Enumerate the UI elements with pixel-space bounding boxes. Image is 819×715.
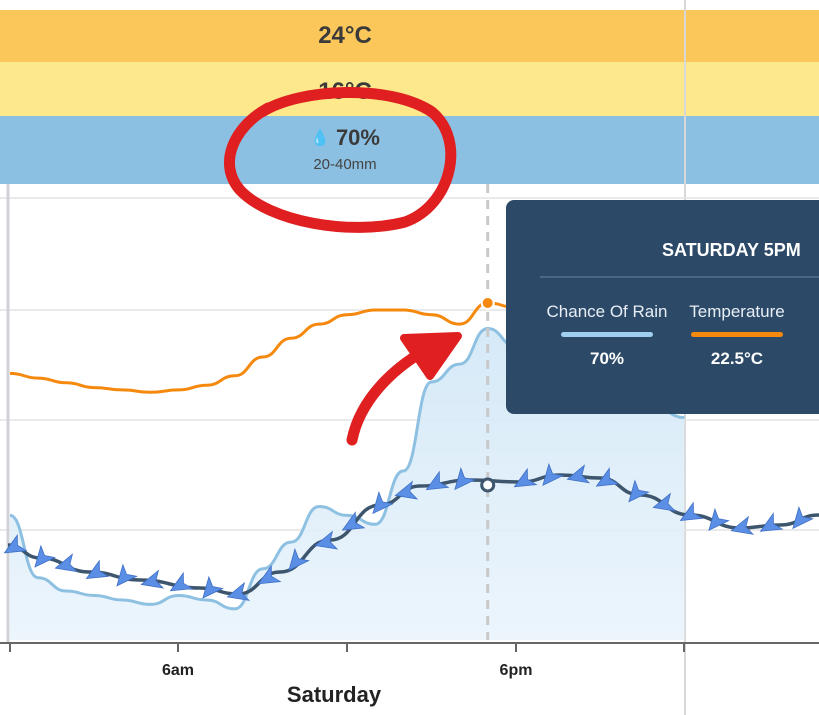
wind-direction-arrow [425, 470, 450, 491]
tooltip-rain-column: Chance Of Rain 70% [542, 302, 672, 369]
wind-direction-arrow [169, 571, 194, 592]
wind-direction-arrow [542, 462, 564, 486]
rain-chance-value: 💧 70% [0, 125, 690, 151]
wind-direction-arrow [257, 564, 282, 585]
annotation-circle [224, 87, 457, 233]
tooltip-temp-value: 22.5°C [710, 349, 764, 368]
wind-direction-arrow [708, 507, 730, 531]
wind-direction-arrow [288, 547, 310, 571]
wind-direction-arrow [3, 533, 28, 554]
tooltip-temp-label: Temperature [689, 302, 785, 321]
chart-tooltip: SATURDAY 5PM Chance Of Rain 70% Temperat… [506, 200, 819, 414]
wind-direction-arrow [679, 501, 704, 521]
wind-direction-arrow [454, 467, 476, 491]
wind-direction-arrow [652, 492, 677, 512]
wind-direction-arrow [34, 544, 56, 568]
rain-band [0, 116, 819, 184]
tooltip-temp-column: Temperature 22.5°C [682, 302, 792, 369]
wind-direction-arrow [394, 480, 419, 500]
wind-direction-arrow [595, 467, 620, 487]
rain-legend-swatch [561, 332, 653, 337]
x-tick-label: 6am [161, 662, 195, 679]
tooltip-rain-label: Chance Of Rain [546, 302, 668, 321]
wind-direction-arrow [341, 511, 366, 531]
max-temperature-band [0, 10, 819, 62]
rain-amount-value: 20-40mm [313, 156, 377, 173]
x-tick-label: 6pm [499, 662, 533, 679]
wind-direction-arrow [792, 505, 814, 530]
max-temperature-value: 24°C [318, 22, 372, 49]
temperature-highlight-dot [480, 295, 495, 310]
wind-direction-arrow [372, 491, 394, 515]
wind-direction-arrow [314, 530, 339, 550]
temperature-legend-swatch [691, 332, 783, 337]
tooltip-title: SATURDAY 5PM [662, 240, 801, 260]
tooltip-divider [540, 276, 819, 278]
wind-direction-arrow [226, 581, 251, 601]
wind-highlight-dot [480, 477, 496, 493]
annotation-arrow-head [400, 332, 462, 380]
wind-direction-arrow [116, 563, 138, 587]
rain-chance-text: 70% [335, 125, 380, 150]
wind-direction-arrow [759, 512, 784, 532]
rain-drops-icon: 💧 [310, 130, 330, 147]
wind-direction-arrow [140, 569, 165, 589]
wind-direction-arrow [54, 553, 79, 573]
tooltip-rain-value: 70% [589, 349, 625, 368]
wind-direction-arrow [628, 479, 650, 503]
wind-direction-arrow [566, 464, 591, 484]
wind-direction-arrow [85, 559, 110, 579]
wind-direction-arrow [730, 515, 755, 535]
day-label: Saturday [286, 682, 382, 707]
wind-direction-arrow [513, 467, 538, 488]
wind-direction-arrow [202, 575, 224, 599]
